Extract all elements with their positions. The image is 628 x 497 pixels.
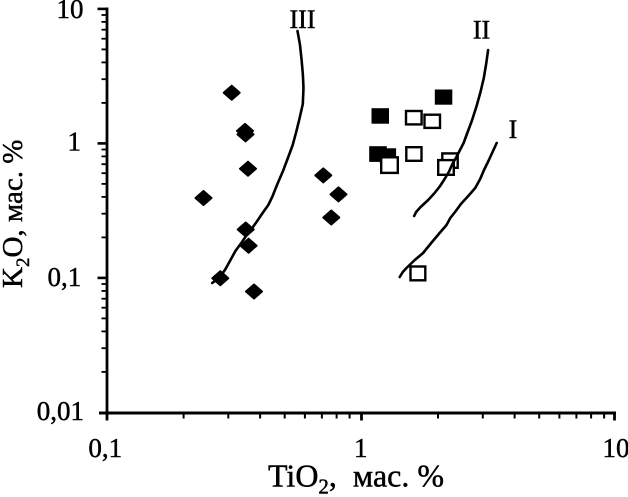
- svg-text:0,01: 0,01: [37, 396, 84, 426]
- svg-text:10: 10: [57, 0, 84, 24]
- svg-text:TiO2, мас. %: TiO2, мас. %: [268, 458, 444, 497]
- svg-text:0,1: 0,1: [47, 262, 81, 292]
- svg-text:II: II: [473, 16, 490, 45]
- svg-text:1: 1: [68, 127, 82, 157]
- svg-text:1: 1: [354, 433, 368, 463]
- svg-text:0,1: 0,1: [88, 433, 122, 463]
- svg-text:10: 10: [603, 433, 628, 463]
- svg-text:I: I: [509, 115, 518, 144]
- svg-text:III: III: [290, 5, 316, 34]
